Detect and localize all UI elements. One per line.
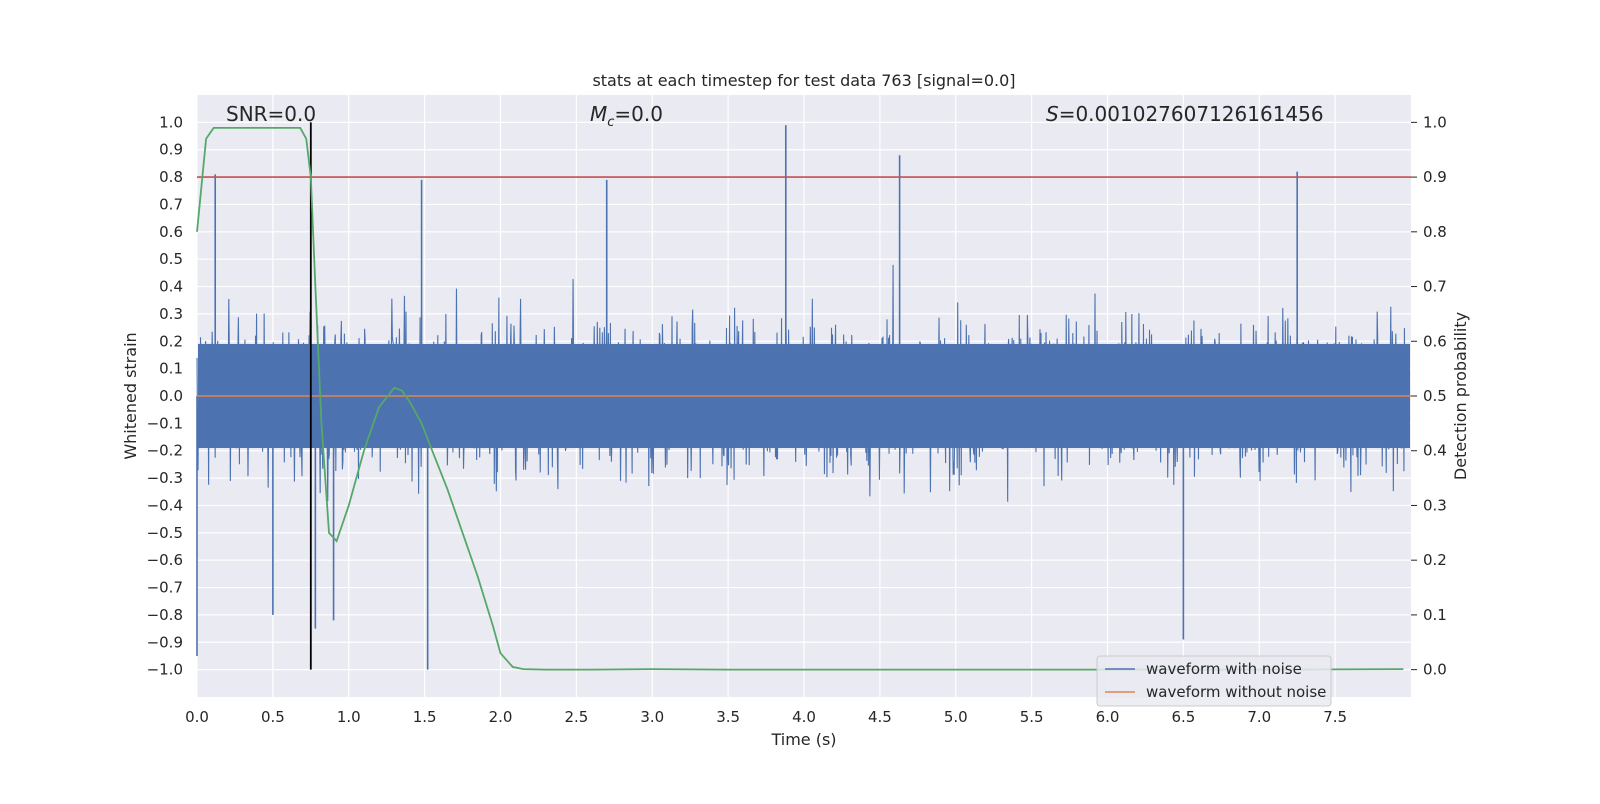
y-tick-label: −0.4 (147, 496, 183, 514)
y-tick-label: 0.1 (159, 360, 183, 378)
legend-label-waveform-with-noise: waveform with noise (1146, 660, 1302, 678)
y-tick-label: 0.9 (159, 141, 183, 159)
legend-box (1096, 655, 1332, 707)
y-tick-label: 0.7 (159, 195, 183, 213)
y2-tick-label: 0.0 (1423, 661, 1447, 679)
score-annotation: S=0.001027607126161456 (1046, 102, 1324, 126)
y-tick-label: −0.3 (147, 469, 183, 487)
y-tick-label: −0.7 (147, 579, 183, 597)
x-tick-label: 1.0 (337, 708, 361, 726)
legend: waveform with noise waveform without noi… (1096, 655, 1332, 707)
x-tick-label: 3.0 (640, 708, 664, 726)
mc-value: =0.0 (614, 102, 663, 126)
y2-tick-label: 0.1 (1423, 606, 1447, 624)
x-tick-label: 3.5 (716, 708, 740, 726)
x-tick-label: 4.0 (792, 708, 816, 726)
mc-subscript: c (607, 115, 614, 130)
chirp-mass-annotation: Mc=0.0 (590, 102, 663, 130)
series-lines (196, 122, 1411, 671)
y-tick-label: −0.8 (147, 606, 183, 624)
axes: 0.0 0.5 1.0 1.5 2.0 2.5 3.0 3.5 4.0 4.5 5.0 5.5 6.0 6… (147, 113, 1447, 726)
y-tick-label: 0.0 (159, 387, 183, 405)
x-tick-label: 2.0 (489, 708, 513, 726)
y-tick-label: 0.6 (159, 223, 183, 241)
y2-tick-label: 0.6 (1423, 332, 1447, 350)
mc-symbol: M (590, 102, 607, 126)
x-tick-label: 6.5 (1171, 708, 1195, 726)
y-tick-label: 0.4 (159, 278, 183, 296)
snr-annotation: SNR=0.0 (226, 102, 316, 126)
x-tick-label: 5.5 (1020, 708, 1044, 726)
y-tick-label: 0.3 (159, 305, 183, 323)
detection-probability-line (196, 126, 1404, 671)
y-tick-label: −0.9 (147, 633, 183, 651)
y2-axis-label: Detection probability (1451, 312, 1470, 480)
y-tick-label: −0.1 (147, 414, 183, 432)
y2-tick-label: 1.0 (1423, 113, 1447, 131)
x-axis-label: Time (s) (770, 730, 836, 749)
y2-tick-label: 0.4 (1423, 442, 1447, 460)
s-symbol: S (1046, 102, 1059, 126)
y-tick-label: −0.6 (147, 551, 183, 569)
y2-tick-label: 0.2 (1423, 551, 1447, 569)
y-tick-label: 0.5 (159, 250, 183, 268)
x-tick-label: 0.5 (261, 708, 285, 726)
x-tick-label: 2.5 (564, 708, 588, 726)
legend-label-waveform-without-noise: waveform without noise (1146, 683, 1326, 701)
y-tick-label: 0.8 (159, 168, 183, 186)
x-tick-label: 1.5 (413, 708, 437, 726)
chart-title: stats at each timestep for test data 763… (592, 71, 1015, 90)
y-axis-label: Whitened strain (121, 332, 140, 459)
y-tick-label: −0.5 (147, 524, 183, 542)
s-value: =0.001027607126161456 (1059, 102, 1324, 126)
x-tick-label: 4.5 (868, 708, 892, 726)
y-tick-label: −0.2 (147, 442, 183, 460)
y2-tick-label: 0.3 (1423, 496, 1447, 514)
x-tick-label: 5.0 (944, 708, 968, 726)
y2-tick-label: 0.7 (1423, 278, 1447, 296)
y2-tick-label: 0.5 (1423, 387, 1447, 405)
x-tick-label: 7.5 (1323, 708, 1347, 726)
y-tick-label: 0.2 (159, 332, 183, 350)
x-tick-label: 6.0 (1096, 708, 1120, 726)
y-tick-label: −1.0 (147, 661, 183, 679)
y2-tick-label: 0.8 (1423, 223, 1447, 241)
y-tick-label: 1.0 (159, 113, 183, 131)
y2-tick-label: 0.9 (1423, 168, 1447, 186)
x-tick-label: 7.0 (1247, 708, 1271, 726)
x-tick-label: 0.0 (185, 708, 209, 726)
